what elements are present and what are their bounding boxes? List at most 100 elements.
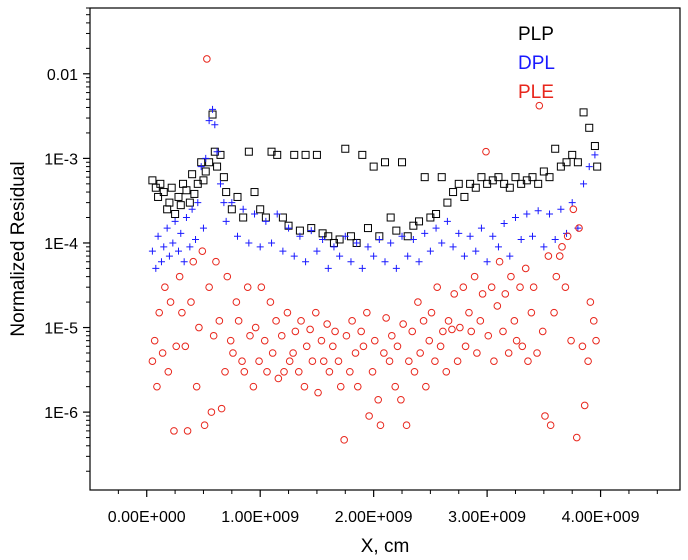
data-point bbox=[263, 367, 271, 376]
data-point bbox=[216, 180, 224, 188]
data-point bbox=[244, 147, 253, 156]
data-point bbox=[205, 117, 213, 125]
data-point bbox=[209, 331, 218, 340]
data-point bbox=[319, 357, 328, 365]
data-point bbox=[211, 121, 219, 129]
data-point bbox=[398, 158, 407, 167]
data-point bbox=[391, 382, 400, 391]
data-point bbox=[346, 367, 354, 376]
x-axis-title: X, cm bbox=[361, 536, 410, 557]
data-point bbox=[512, 336, 521, 345]
data-point bbox=[154, 192, 163, 201]
data-point bbox=[523, 210, 531, 218]
data-point bbox=[539, 167, 548, 176]
data-point bbox=[165, 252, 173, 260]
data-point bbox=[419, 317, 428, 325]
data-point bbox=[296, 232, 304, 240]
data-point bbox=[201, 167, 210, 176]
data-point bbox=[240, 367, 249, 376]
data-point bbox=[546, 210, 554, 218]
data-point bbox=[294, 367, 303, 376]
data-point bbox=[336, 252, 344, 260]
legend-entry-dpl: DPL bbox=[518, 53, 555, 74]
data-point bbox=[545, 173, 554, 182]
data-point bbox=[291, 327, 300, 336]
data-point bbox=[347, 258, 355, 266]
y-axis-title: Normalized Residual bbox=[8, 161, 29, 336]
data-point bbox=[517, 235, 525, 243]
data-point bbox=[297, 317, 305, 325]
data-point bbox=[573, 158, 582, 167]
data-point bbox=[450, 290, 459, 298]
data-point bbox=[382, 314, 390, 322]
data-point bbox=[172, 342, 181, 351]
data-point bbox=[499, 327, 507, 336]
data-point bbox=[330, 243, 338, 251]
data-point bbox=[580, 401, 589, 410]
data-point bbox=[489, 232, 497, 240]
data-point bbox=[393, 342, 402, 351]
data-point bbox=[186, 243, 194, 251]
data-point bbox=[551, 144, 560, 153]
data-point bbox=[436, 342, 445, 351]
data-point bbox=[392, 226, 401, 235]
data-point bbox=[494, 173, 503, 182]
data-point bbox=[483, 258, 491, 266]
data-point bbox=[246, 331, 254, 340]
data-point bbox=[340, 436, 348, 444]
data-point bbox=[556, 162, 565, 171]
data-point bbox=[454, 179, 463, 188]
y-tick-label: 1E-3 bbox=[44, 151, 78, 168]
data-point bbox=[325, 367, 334, 376]
data-point bbox=[439, 327, 447, 336]
data-point bbox=[540, 243, 548, 251]
data-point bbox=[212, 257, 220, 266]
data-point bbox=[444, 317, 453, 325]
data-point bbox=[150, 336, 159, 345]
data-point bbox=[461, 342, 470, 351]
data-point bbox=[213, 162, 222, 171]
data-point bbox=[398, 232, 406, 240]
data-point bbox=[533, 349, 541, 357]
data-point bbox=[511, 214, 519, 222]
data-point bbox=[425, 336, 434, 345]
data-point bbox=[227, 205, 236, 214]
data-point bbox=[478, 290, 487, 298]
data-point bbox=[314, 388, 322, 397]
data-point bbox=[572, 433, 581, 442]
data-point bbox=[301, 150, 310, 159]
data-point bbox=[466, 232, 474, 240]
data-point bbox=[342, 331, 351, 340]
data-point bbox=[207, 408, 216, 416]
data-point bbox=[174, 192, 183, 201]
data-point bbox=[568, 150, 577, 159]
data-point bbox=[226, 336, 235, 345]
data-point bbox=[266, 298, 275, 306]
data-point bbox=[156, 179, 165, 188]
data-point bbox=[365, 412, 373, 420]
data-point bbox=[290, 252, 298, 260]
y-tick-label: 1E-5 bbox=[44, 321, 78, 338]
x-tick-label: 1.00E+009 bbox=[221, 509, 299, 526]
data-point bbox=[285, 224, 293, 232]
data-point bbox=[415, 258, 423, 266]
data-point bbox=[408, 327, 417, 336]
data-point bbox=[368, 367, 377, 376]
data-point bbox=[331, 327, 339, 336]
legend: PLP DPL PLE bbox=[518, 24, 555, 103]
data-point bbox=[200, 421, 209, 430]
data-point bbox=[202, 154, 210, 162]
data-point bbox=[217, 404, 226, 413]
data-point bbox=[527, 308, 536, 317]
data-point bbox=[183, 427, 192, 435]
data-point bbox=[249, 382, 258, 391]
data-point bbox=[369, 162, 378, 171]
data-point bbox=[363, 308, 371, 317]
data-point bbox=[188, 205, 196, 213]
data-point bbox=[148, 176, 157, 185]
data-point bbox=[409, 235, 417, 243]
data-point bbox=[341, 144, 350, 153]
data-point bbox=[562, 158, 571, 167]
data-point bbox=[460, 192, 469, 201]
data-point bbox=[154, 232, 162, 240]
